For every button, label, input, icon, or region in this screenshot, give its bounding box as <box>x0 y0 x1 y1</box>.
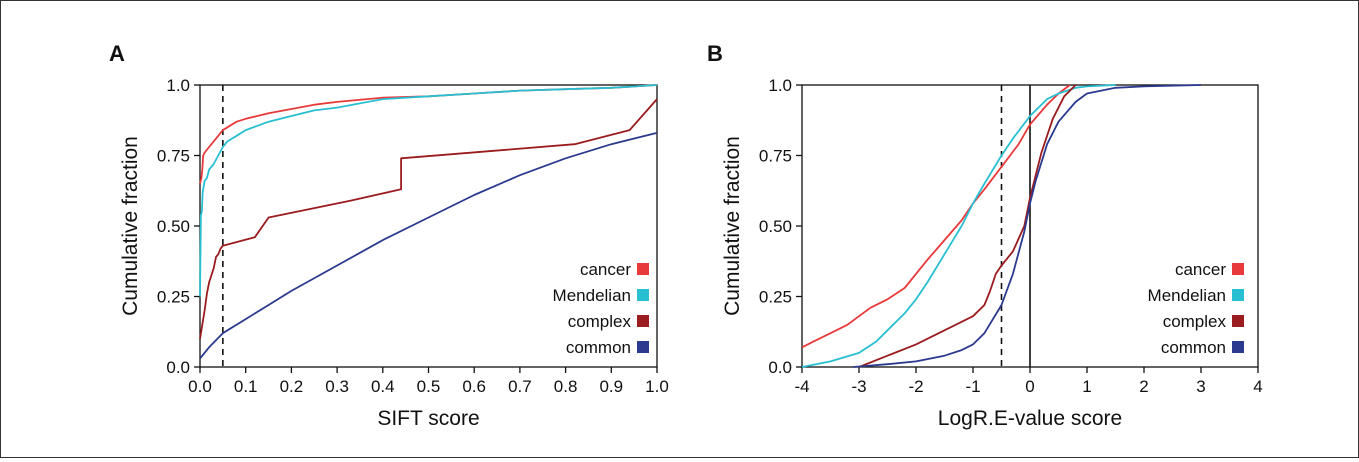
series-line-common <box>199 132 658 360</box>
chart-panel-b: B 0.0 0.25 0.50 0.75 1.0 -4 -3 -2 -1 0 1 2 3 4 LogR.E-v… <box>707 41 1263 430</box>
legend-label-complex: complex <box>1163 312 1227 331</box>
legend-label-cancer: cancer <box>1175 260 1226 279</box>
panel-letter: A <box>109 41 125 66</box>
x-tick-label: 3 <box>1196 377 1205 396</box>
x-tick-label: -2 <box>908 377 923 396</box>
x-tick-label: 0.5 <box>417 377 441 396</box>
y-tick-label: 0.50 <box>157 217 190 236</box>
x-tick-label: 0.4 <box>371 377 395 396</box>
x-tick-label: 0.8 <box>554 377 578 396</box>
x-tick-label: -3 <box>851 377 866 396</box>
series-line-complex <box>858 84 1077 368</box>
x-tick-label: 0.2 <box>280 377 304 396</box>
x-tick-label: 1.0 <box>645 377 669 396</box>
legend-swatch-cancer <box>637 263 649 275</box>
y-tick-label: 0.25 <box>759 288 792 307</box>
series-line-mendelian <box>801 84 1116 368</box>
legend-label-mendelian: Mendelian <box>553 286 631 305</box>
panel-letter: B <box>707 41 723 66</box>
series-line-complex <box>199 98 658 339</box>
y-tick-label: 0.25 <box>157 288 190 307</box>
x-tick-label: 2 <box>1139 377 1148 396</box>
legend-swatch-cancer <box>1232 263 1244 275</box>
y-tick-label: 1.0 <box>768 76 792 95</box>
x-tick-label: 4 <box>1253 377 1262 396</box>
x-axis-label: SIFT score <box>377 407 479 430</box>
legend-swatch-mendelian <box>637 289 649 301</box>
series-line-cancer <box>801 84 1071 349</box>
x-tick-label: 0.1 <box>234 377 258 396</box>
y-tick-label: 1.0 <box>166 76 190 95</box>
series-line-common <box>853 84 1202 368</box>
legend-swatch-common <box>1232 341 1244 353</box>
x-tick-label: 0 <box>1025 377 1034 396</box>
legend-swatch-common <box>637 341 649 353</box>
x-tick-label: 0.9 <box>599 377 623 396</box>
legend-label-cancer: cancer <box>580 260 631 279</box>
x-tick-label: 1 <box>1082 377 1091 396</box>
x-tick-label: 0.0 <box>188 377 212 396</box>
legend-label-common: common <box>1161 338 1226 357</box>
legend-swatch-complex <box>1232 315 1244 327</box>
series-line-cancer <box>199 84 658 184</box>
x-tick-label: 0.6 <box>462 377 486 396</box>
y-axis-label: Cumulative fraction <box>119 136 142 316</box>
x-axis-label: LogR.E-value score <box>938 407 1122 430</box>
chart-panel-a: A 0.0 0.25 0.50 0.75 1.0 0.0 0.1 0.2 0.3 0.4 0.5 0.6… <box>109 41 669 430</box>
legend-swatch-complex <box>637 315 649 327</box>
y-tick-label: 0.75 <box>157 147 190 166</box>
y-axis-label: Cumulative fraction <box>721 136 744 316</box>
x-tick-label: 0.7 <box>508 377 532 396</box>
y-tick-label: 0.0 <box>768 358 792 377</box>
x-tick-label: -4 <box>794 377 809 396</box>
legend-label-common: common <box>566 338 631 357</box>
series-line-mendelian <box>199 84 658 297</box>
legend-label-complex: complex <box>568 312 632 331</box>
y-tick-label: 0.75 <box>759 147 792 166</box>
y-tick-label: 0.0 <box>166 358 190 377</box>
x-tick-label: 0.3 <box>325 377 349 396</box>
legend-label-mendelian: Mendelian <box>1148 286 1226 305</box>
legend-swatch-mendelian <box>1232 289 1244 301</box>
x-tick-label: -1 <box>965 377 980 396</box>
y-tick-label: 0.50 <box>759 217 792 236</box>
